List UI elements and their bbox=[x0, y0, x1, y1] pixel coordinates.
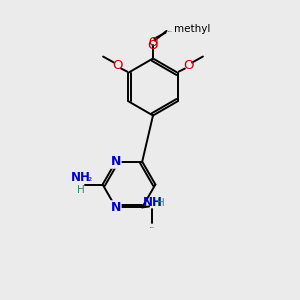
Text: NH: NH bbox=[70, 171, 90, 184]
Text: O: O bbox=[183, 59, 194, 72]
Text: O: O bbox=[148, 36, 158, 49]
Text: O: O bbox=[112, 59, 123, 72]
Text: H: H bbox=[76, 185, 84, 195]
Text: methyl: methyl bbox=[174, 24, 210, 34]
Text: O: O bbox=[148, 39, 158, 52]
Text: ₂: ₂ bbox=[88, 173, 92, 183]
Text: N: N bbox=[111, 155, 121, 168]
Text: N: N bbox=[111, 201, 121, 214]
Text: methyl: methyl bbox=[168, 31, 172, 32]
Text: H: H bbox=[157, 197, 165, 208]
Text: NH: NH bbox=[142, 196, 162, 209]
Text: methyl: methyl bbox=[150, 226, 155, 228]
